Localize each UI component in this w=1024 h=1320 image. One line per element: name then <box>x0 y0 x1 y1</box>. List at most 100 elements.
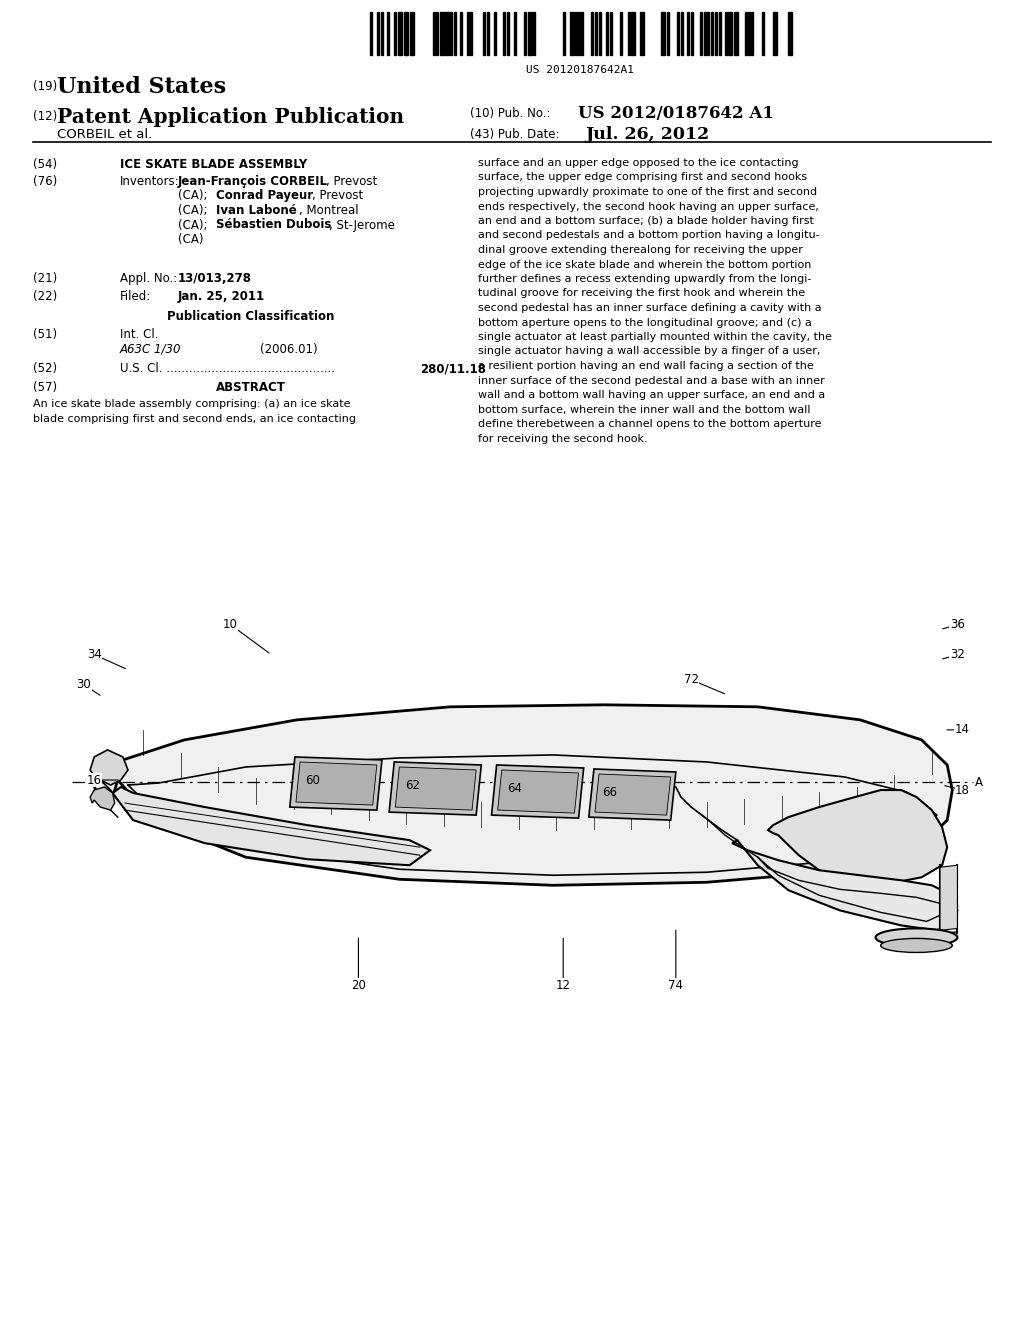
Text: 32: 32 <box>950 648 965 661</box>
Text: 280/11.18: 280/11.18 <box>420 362 486 375</box>
Text: surface, the upper edge comprising first and second hooks: surface, the upper edge comprising first… <box>478 173 807 182</box>
Bar <box>433 12 435 55</box>
Bar <box>715 12 717 55</box>
Bar <box>725 12 727 55</box>
Text: Filed:: Filed: <box>120 290 152 304</box>
Text: Int. Cl.: Int. Cl. <box>120 327 159 341</box>
Bar <box>681 12 683 55</box>
Text: Jan. 25, 2011: Jan. 25, 2011 <box>178 290 265 304</box>
Polygon shape <box>290 756 382 810</box>
Bar <box>450 12 452 55</box>
Bar <box>687 12 689 55</box>
Text: 14: 14 <box>955 723 970 737</box>
Text: (52): (52) <box>33 362 57 375</box>
Text: (CA): (CA) <box>178 234 204 246</box>
Bar <box>514 12 516 55</box>
Bar <box>711 12 713 55</box>
Text: bottom surface, wherein the inner wall and the bottom wall: bottom surface, wherein the inner wall a… <box>478 404 811 414</box>
Polygon shape <box>92 705 952 886</box>
Text: further defines a recess extending upwardly from the longi-: further defines a recess extending upwar… <box>478 275 811 284</box>
Polygon shape <box>589 770 676 820</box>
Text: 72: 72 <box>684 673 698 686</box>
Bar <box>387 12 389 55</box>
Bar <box>662 12 665 55</box>
Text: 66: 66 <box>602 785 616 799</box>
Polygon shape <box>389 762 481 814</box>
Bar <box>398 12 402 55</box>
Text: (2006.01): (2006.01) <box>260 342 317 355</box>
Bar <box>445 12 449 55</box>
Text: Jean-François CORBEIL: Jean-François CORBEIL <box>178 176 328 187</box>
Text: for receiving the second hook.: for receiving the second hook. <box>478 433 647 444</box>
Bar <box>381 12 383 55</box>
Bar <box>524 12 526 55</box>
Bar <box>575 12 577 55</box>
Text: (10) Pub. No.:: (10) Pub. No.: <box>470 107 551 120</box>
Bar <box>745 12 746 55</box>
Text: 62: 62 <box>406 779 420 792</box>
Text: A: A <box>975 776 983 788</box>
Text: , Montreal: , Montreal <box>299 205 358 216</box>
Text: (CA);: (CA); <box>178 190 211 202</box>
Text: (43) Pub. Date:: (43) Pub. Date: <box>470 128 559 141</box>
Text: 36: 36 <box>950 618 965 631</box>
Bar <box>507 12 509 55</box>
Bar <box>410 12 414 55</box>
Bar <box>578 12 580 55</box>
Text: Jul. 26, 2012: Jul. 26, 2012 <box>585 125 710 143</box>
Ellipse shape <box>881 939 952 953</box>
Polygon shape <box>732 840 957 931</box>
Bar <box>436 12 438 55</box>
Bar <box>640 12 644 55</box>
Polygon shape <box>940 865 957 931</box>
Text: ends respectively, the second hook having an upper surface,: ends respectively, the second hook havin… <box>478 202 819 211</box>
Bar <box>467 12 469 55</box>
Bar <box>487 12 489 55</box>
Polygon shape <box>90 750 128 785</box>
Text: a resilient portion having an end wall facing a section of the: a resilient portion having an end wall f… <box>478 360 814 371</box>
Text: ICE SKATE BLADE ASSEMBLY: ICE SKATE BLADE ASSEMBLY <box>120 158 307 172</box>
Text: second pedestal has an inner surface defining a cavity with a: second pedestal has an inner surface def… <box>478 304 821 313</box>
Text: Sébastien Dubois: Sébastien Dubois <box>216 219 332 231</box>
Text: an end and a bottom surface; (b) a blade holder having first: an end and a bottom surface; (b) a blade… <box>478 216 814 226</box>
Bar <box>734 12 738 55</box>
Bar <box>677 12 679 55</box>
Text: (CA);: (CA); <box>178 205 211 216</box>
Text: (76): (76) <box>33 176 57 187</box>
Text: , Prevost: , Prevost <box>326 176 377 187</box>
Text: 10: 10 <box>223 618 238 631</box>
Text: Patent Application Publication: Patent Application Publication <box>57 107 404 127</box>
Text: inner surface of the second pedestal and a base with an inner: inner surface of the second pedestal and… <box>478 375 824 385</box>
Text: surface and an upper edge opposed to the ice contacting: surface and an upper edge opposed to the… <box>478 158 799 168</box>
Text: 60: 60 <box>305 774 319 787</box>
Bar <box>751 12 753 55</box>
Bar <box>728 12 732 55</box>
Text: , Prevost: , Prevost <box>312 190 364 202</box>
Text: single actuator having a wall accessible by a finger of a user,: single actuator having a wall accessible… <box>478 346 820 356</box>
Bar <box>773 12 777 55</box>
Text: (51): (51) <box>33 327 57 341</box>
Bar <box>460 12 462 55</box>
Text: wall and a bottom wall having an upper surface, an end and a: wall and a bottom wall having an upper s… <box>478 389 825 400</box>
Text: 18: 18 <box>955 784 970 796</box>
Text: blade comprising first and second ends, an ice contacting: blade comprising first and second ends, … <box>33 413 356 424</box>
Text: 30: 30 <box>77 678 91 692</box>
Bar <box>707 12 709 55</box>
Bar <box>483 12 485 55</box>
Bar <box>700 12 702 55</box>
Bar <box>503 12 505 55</box>
Text: 74: 74 <box>669 979 683 993</box>
Text: (19): (19) <box>33 81 57 92</box>
Polygon shape <box>113 787 430 865</box>
Bar <box>631 12 635 55</box>
Bar <box>534 12 535 55</box>
Bar <box>581 12 583 55</box>
Text: Publication Classification: Publication Classification <box>167 310 334 323</box>
Text: ABSTRACT: ABSTRACT <box>216 381 286 393</box>
Text: CORBEIL et al.: CORBEIL et al. <box>57 128 153 141</box>
Text: (54): (54) <box>33 158 57 172</box>
Bar <box>591 12 593 55</box>
Polygon shape <box>768 791 947 883</box>
Bar <box>620 12 622 55</box>
Text: US 2012/0187642 A1: US 2012/0187642 A1 <box>578 106 774 121</box>
